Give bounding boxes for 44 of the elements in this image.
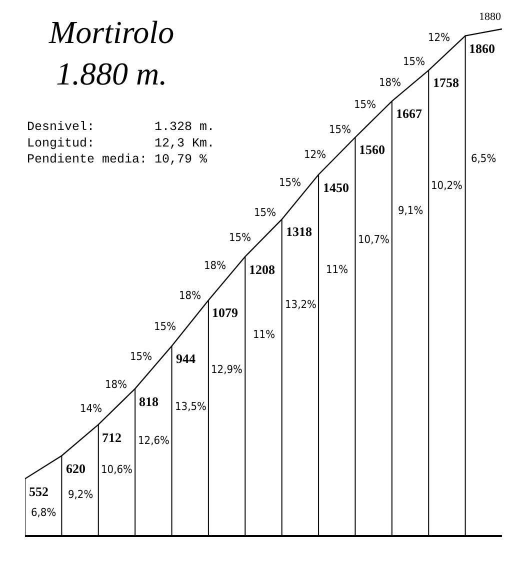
data-label: 1079 <box>212 305 238 320</box>
annotation: 12% <box>304 148 326 161</box>
data-label: 944 <box>176 351 196 366</box>
data-label: 1758 <box>433 75 460 90</box>
annotation: 15% <box>329 123 351 136</box>
annotation: 18% <box>105 378 127 391</box>
data-label: 1208 <box>249 262 276 277</box>
data-label: 1560 <box>359 142 385 157</box>
chart-title: Mortirolo 1.880 m. <box>48 14 174 92</box>
annotation: 6,5% <box>471 152 496 165</box>
annotation: 13,2% <box>285 298 316 311</box>
annotation: 11% <box>326 263 348 276</box>
annotation: 15% <box>254 206 276 219</box>
annotation: 15% <box>403 55 425 68</box>
data-label: 1860 <box>469 41 495 56</box>
annotation: 15% <box>229 231 251 244</box>
annotation: 10,6% <box>101 463 132 476</box>
annotation: 15% <box>154 320 176 333</box>
data-label: 1450 <box>323 180 349 195</box>
data-label: 818 <box>139 394 159 409</box>
annotation: 15% <box>354 98 376 111</box>
data-label: 1880 <box>479 11 502 23</box>
annotation: 10,2% <box>431 179 462 192</box>
text: 6,8% <box>31 506 56 519</box>
data-label: 1318 <box>286 224 312 239</box>
data-label: 1667 <box>396 106 422 121</box>
annotation: 9,1% <box>398 204 424 217</box>
annotation: 18% <box>204 259 226 272</box>
annotation: 18% <box>179 289 201 302</box>
text: 9,2% <box>68 488 94 501</box>
annotation: 15% <box>130 350 152 363</box>
annotation: 18% <box>379 76 401 89</box>
data-label: 712 <box>102 430 122 445</box>
data-label: 552 <box>29 484 48 499</box>
annotation: 13,5% <box>175 400 206 413</box>
annotation: 14% <box>80 402 102 415</box>
annotation: 10,7% <box>358 233 390 246</box>
annotation: 12,6% <box>138 434 170 447</box>
annotation: 12% <box>428 31 450 44</box>
text: Desnivel: 1.328 m. Longitud: 12,3 Km. Pendiente media: 10,79 % <box>27 120 215 166</box>
annotation: 11% <box>253 328 275 341</box>
annotation: 12,9% <box>211 363 242 376</box>
annotation: 15% <box>279 176 301 189</box>
data-label: 620 <box>66 461 86 476</box>
